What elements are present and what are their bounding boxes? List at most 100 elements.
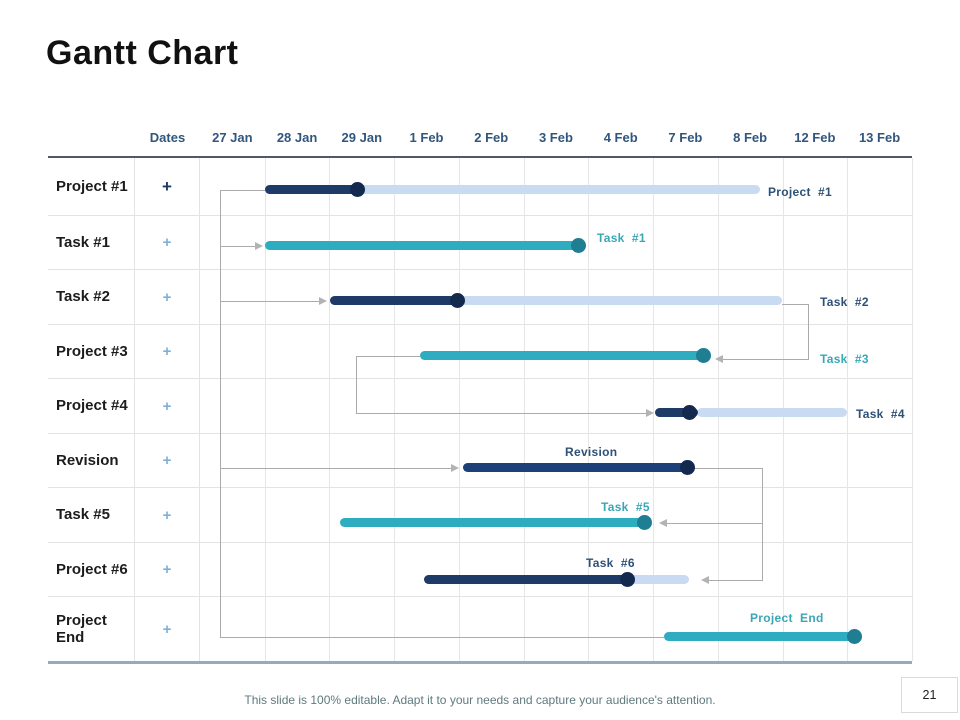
column-header-12-feb: 12 Feb (794, 129, 836, 145)
row-label: Revision (48, 434, 135, 487)
column-header-8-feb: 8 Feb (733, 129, 768, 145)
gantt-bar-light[interactable] (265, 185, 760, 194)
bar-label: Project #1 (768, 185, 832, 199)
gantt-bar-navy[interactable] (330, 296, 461, 305)
row-label: Project #6 (48, 543, 135, 596)
connector-line (762, 468, 763, 581)
gantt-row: Project End + (48, 597, 912, 661)
column-header-27-jan: 27 Jan (212, 129, 253, 145)
connector-arrow (646, 409, 654, 417)
connector-line (808, 304, 809, 360)
row-label: Project End (48, 597, 135, 661)
connector-arrow (659, 519, 667, 527)
row-label: Project #4 (48, 379, 135, 433)
connector-line (708, 580, 763, 581)
connector-line (220, 468, 451, 469)
bar-label: Task #1 (597, 231, 646, 245)
gantt-body: Project #1 + Task #1 + Task #2 + Project #3 + Pr… (48, 158, 913, 664)
bar-end-dot (571, 238, 586, 253)
row-label: Task #1 (48, 216, 135, 269)
connector-arrow (701, 576, 709, 584)
gantt-bar-navy[interactable] (655, 408, 698, 417)
gantt-header-row: Dates 27 Jan 28 Jan 29 Jan 1 Feb 2 Feb 3 Feb 4 … (48, 118, 912, 158)
row-label: Project #1 (48, 158, 135, 215)
bar-end-dot (696, 348, 711, 363)
row-label: Project #3 (48, 325, 135, 378)
bar-label: Task #5 (601, 500, 650, 514)
connector-line (356, 356, 357, 414)
expand-plus-button[interactable]: + (135, 216, 200, 269)
gantt-bar-teal[interactable] (420, 351, 708, 360)
gantt-bars-layer: Project #1 Task #1 Task #2 Task #3 Task #4 Re… (200, 158, 912, 661)
bar-end-dot (620, 572, 635, 587)
connector-line (666, 523, 763, 524)
expand-plus-button[interactable]: + (135, 158, 200, 215)
gantt-bar-light[interactable] (461, 296, 782, 305)
bar-label: Task #6 (586, 556, 635, 570)
connector-arrow (715, 355, 723, 363)
gantt-bar-navy[interactable] (424, 575, 630, 584)
gantt-bar-teal[interactable] (340, 518, 650, 527)
bar-label: Task #4 (856, 407, 905, 421)
expand-plus-button[interactable]: + (135, 488, 200, 542)
connector-line (220, 190, 265, 191)
column-header-7-feb: 7 Feb (668, 129, 703, 145)
bar-label: Task #3 (820, 352, 869, 366)
column-header-13-feb: 13 Feb (858, 129, 901, 145)
gantt-row: Revision + (48, 434, 912, 488)
expand-plus-button[interactable]: + (135, 543, 200, 596)
column-header-29-jan: 29 Jan (341, 129, 383, 145)
row-label: Task #5 (48, 488, 135, 542)
bar-label: Project End (750, 611, 824, 625)
connector-arrow (319, 297, 327, 305)
expand-plus-button[interactable]: + (135, 379, 200, 433)
connector-arrow (255, 242, 263, 250)
row-label: Task #2 (48, 270, 135, 324)
bar-label: Task #2 (820, 295, 869, 309)
bar-end-dot (350, 182, 365, 197)
connector-arrow (451, 464, 459, 472)
gantt-bar-teal[interactable] (265, 241, 585, 250)
gantt-row: Project #1 + (48, 158, 912, 216)
gantt-rows: Project #1 + Task #1 + Task #2 + Project #3 + Pr… (48, 158, 912, 661)
connector-line (356, 413, 646, 414)
expand-plus-button[interactable]: + (135, 597, 200, 661)
gantt-bar-light[interactable] (697, 408, 847, 417)
gantt-row: Task #1 + (48, 216, 912, 270)
column-header-dates: Dates (149, 129, 186, 145)
gantt-chart: Dates 27 Jan 28 Jan 29 Jan 1 Feb 2 Feb 3 Feb 4 … (48, 118, 913, 664)
page-number: 21 (901, 677, 958, 713)
bar-end-dot (682, 405, 697, 420)
gantt-row: Task #2 + (48, 270, 912, 325)
connector-line (220, 637, 664, 638)
gantt-bar-teal[interactable] (664, 632, 861, 641)
connector-line (782, 304, 809, 305)
connector-line (356, 356, 420, 357)
gantt-row: Project #4 + (48, 379, 912, 434)
bar-end-dot (637, 515, 652, 530)
expand-plus-button[interactable]: + (135, 270, 200, 324)
column-header-1-feb: 1 Feb (409, 129, 444, 145)
connector-line (220, 190, 221, 637)
gantt-bar-light[interactable] (630, 575, 689, 584)
gantt-bar-navy[interactable] (265, 185, 363, 194)
gantt-bar-royal[interactable] (463, 463, 690, 472)
gantt-row: Task #5 + (48, 488, 912, 543)
expand-plus-button[interactable]: + (135, 434, 200, 487)
gantt-row: Project #3 + (48, 325, 912, 379)
gantt-row: Project #6 + (48, 543, 912, 597)
connector-line (220, 301, 319, 302)
column-header-2-feb: 2 Feb (474, 129, 509, 145)
column-header-3-feb: 3 Feb (538, 129, 573, 145)
bar-end-dot (450, 293, 465, 308)
connector-line (220, 246, 255, 247)
column-header-4-feb: 4 Feb (603, 129, 638, 145)
gridline-vertical (912, 158, 913, 661)
connector-line (722, 359, 809, 360)
connector-line (690, 468, 763, 469)
bar-end-dot (847, 629, 862, 644)
expand-plus-button[interactable]: + (135, 325, 200, 378)
bar-end-dot (680, 460, 695, 475)
page-title: Gantt Chart (46, 34, 239, 72)
